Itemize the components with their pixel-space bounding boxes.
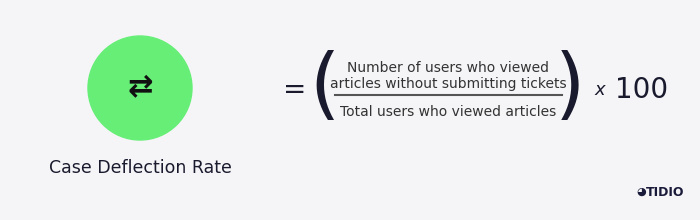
Text: Total users who viewed articles: Total users who viewed articles (340, 105, 556, 119)
Text: ⇄: ⇄ (127, 73, 153, 103)
Circle shape (88, 36, 192, 140)
Text: =: = (284, 76, 307, 104)
Text: Number of users who viewed: Number of users who viewed (347, 61, 549, 75)
Text: Case Deflection Rate: Case Deflection Rate (48, 159, 232, 177)
Text: ◕: ◕ (636, 187, 646, 197)
Text: TIDIO: TIDIO (645, 185, 685, 198)
Text: ): ) (555, 50, 585, 126)
Text: (: ( (310, 50, 340, 126)
Text: 100: 100 (615, 76, 668, 104)
Text: x: x (595, 81, 606, 99)
Text: articles without submitting tickets: articles without submitting tickets (330, 77, 566, 91)
